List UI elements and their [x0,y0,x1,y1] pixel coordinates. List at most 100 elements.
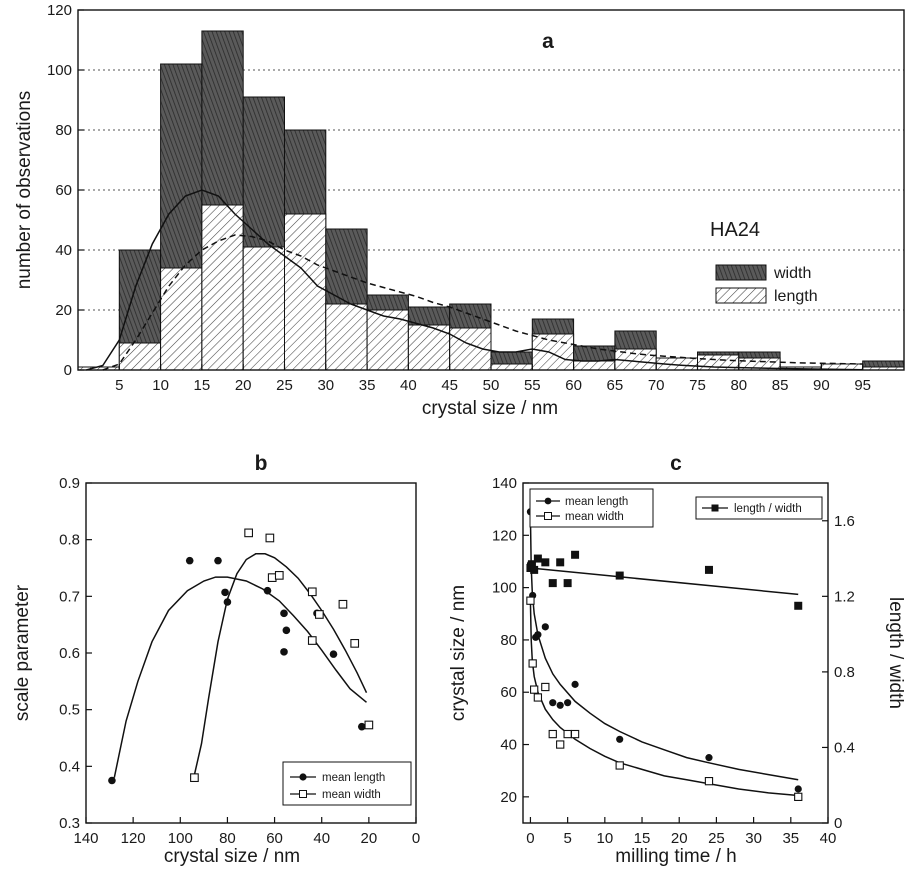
c-point-length-6 [549,699,557,707]
a-bar-length-10 [160,267,203,371]
c-point-length-12 [794,785,802,793]
c-point-width-3 [533,693,543,702]
c-legend-left-box [529,488,654,528]
a-xtick-label-55: 55 [524,377,541,394]
c-point-width-11 [794,792,803,801]
c-point-ratio-11 [794,601,803,610]
a-y-axis-label: number of observations [14,91,35,290]
c-legend-left: mean length mean width [529,488,654,528]
c-xtick-label-35: 35 [782,830,799,847]
a-xtick-label-70: 70 [648,377,665,394]
b-point-length-2 [214,556,222,565]
b-panel-letter: b [255,452,268,475]
c-point-ratio-8 [571,550,580,559]
a-panel-letter: a [542,30,554,53]
a-annotation-ha24: HA24 [710,219,760,241]
c-point-width-1 [528,659,537,668]
a-xtick-label-30: 30 [317,377,334,394]
c-xtick-label-10: 10 [596,830,613,847]
c-legend-ratio-marker [711,504,719,512]
c-xtick-label-5: 5 [563,830,571,847]
b-ytick-label-0.8: 0.8 [59,532,80,549]
a-ytick-label-120: 120 [47,2,72,19]
a-bars [77,30,905,371]
b-xtick-label-140: 140 [73,830,98,847]
b-fit-curves [113,553,368,778]
c-point-length-11 [705,754,713,762]
a-xtick-label-80: 80 [730,377,747,394]
a-fit-curves [86,189,863,371]
a-ytick-label-100: 100 [47,62,72,79]
a-bar-length-20 [242,246,285,371]
c-point-ratio-9 [615,571,624,580]
c-point-ratio-6 [556,558,565,567]
b-ticks: 140 120 100 80 60 40 20 0 0.3 0.4 0.5 0.6 0.7 0.8 0.9 [59,475,420,847]
c-xtick-label-40: 40 [820,830,837,847]
c-plot-frame [522,482,829,824]
a-bar-length-15 [201,204,244,371]
b-point-width-3 [267,573,277,582]
b-point-length-7 [280,648,288,656]
c-point-length-7 [556,701,564,709]
b-point-width-2 [265,533,275,543]
b-point-length-6 [280,609,288,618]
c-point-width-7 [563,729,572,739]
a-legend-width-label: width [773,265,811,282]
a-xtick-label-10: 10 [152,377,169,394]
c-legend-width-marker [544,512,552,520]
a-xtick-label-65: 65 [607,377,624,394]
c-point-ratio-7 [563,579,572,588]
c-ytick-label-80: 80 [500,632,517,649]
c-y-axis-label: crystal size / nm [448,585,469,721]
c-point-length-5 [541,623,549,631]
b-y-axis-label: scale parameter [12,584,33,721]
b-ytick-label-0.7: 0.7 [59,588,80,605]
b-point-width-5 [307,587,317,597]
c-point-ratio-10 [704,565,713,574]
a-legend-width-swatch [715,264,767,281]
c-xtick-label-20: 20 [671,830,688,847]
b-point-width-1 [244,528,253,538]
b-point-length-4 [223,598,232,606]
b-xtick-label-20: 20 [361,830,378,847]
b-legend-length-label: mean length [322,772,385,784]
b-ytick-label-0.5: 0.5 [59,702,80,719]
a-fit-curve-width [86,189,863,371]
b-legend-width-label: mean width [322,789,381,801]
c-point-width-10 [704,777,714,786]
b-point-width-7 [315,610,324,619]
c-point-width-5 [548,729,557,739]
c-ytick-label-100: 100 [492,580,517,597]
c-ticks: 0 5 10 15 20 25 30 35 40 20 40 60 80 100 120 140 0 0.4 0.8… [492,475,855,847]
a-xtick-label-40: 40 [400,377,417,394]
b-legend-width-marker [299,790,307,798]
c-legend-ratio-label: length / width [734,503,802,515]
b-point-length-1 [185,556,194,565]
b-xtick-label-40: 40 [313,830,330,847]
b-point-width-4 [274,571,284,580]
c-point-length-10 [616,735,624,743]
c-point-width-4 [541,682,550,692]
c-data-points [526,508,803,801]
a-ytick-label-0: 0 [64,362,72,379]
b-point-width-8 [338,599,348,609]
a-xtick-label-50: 50 [483,377,500,394]
c-y2tick-label-0.4: 0.4 [834,739,855,756]
a-xtick-label-25: 25 [276,377,293,394]
c-x-axis-label: milling time / h [615,846,736,867]
c-ytick-label-40: 40 [500,737,517,754]
a-ytick-label-80: 80 [55,122,72,139]
b-point-length-11 [357,722,366,731]
c-point-width-8 [570,729,580,739]
b-point-width-0 [190,773,199,783]
b-fit-curve-mean-length [113,576,367,778]
a-xtick-label-75: 75 [689,377,706,394]
c-fit-curve-mean-width [529,600,799,797]
c-xtick-label-0: 0 [526,830,534,847]
b-xtick-label-100: 100 [168,830,193,847]
c-ytick-label-20: 20 [500,789,517,806]
b-point-width-6 [307,636,317,645]
b-legend: mean length mean width [282,761,412,806]
b-point-length-10 [329,650,338,658]
a-bar-length-55 [531,333,575,371]
